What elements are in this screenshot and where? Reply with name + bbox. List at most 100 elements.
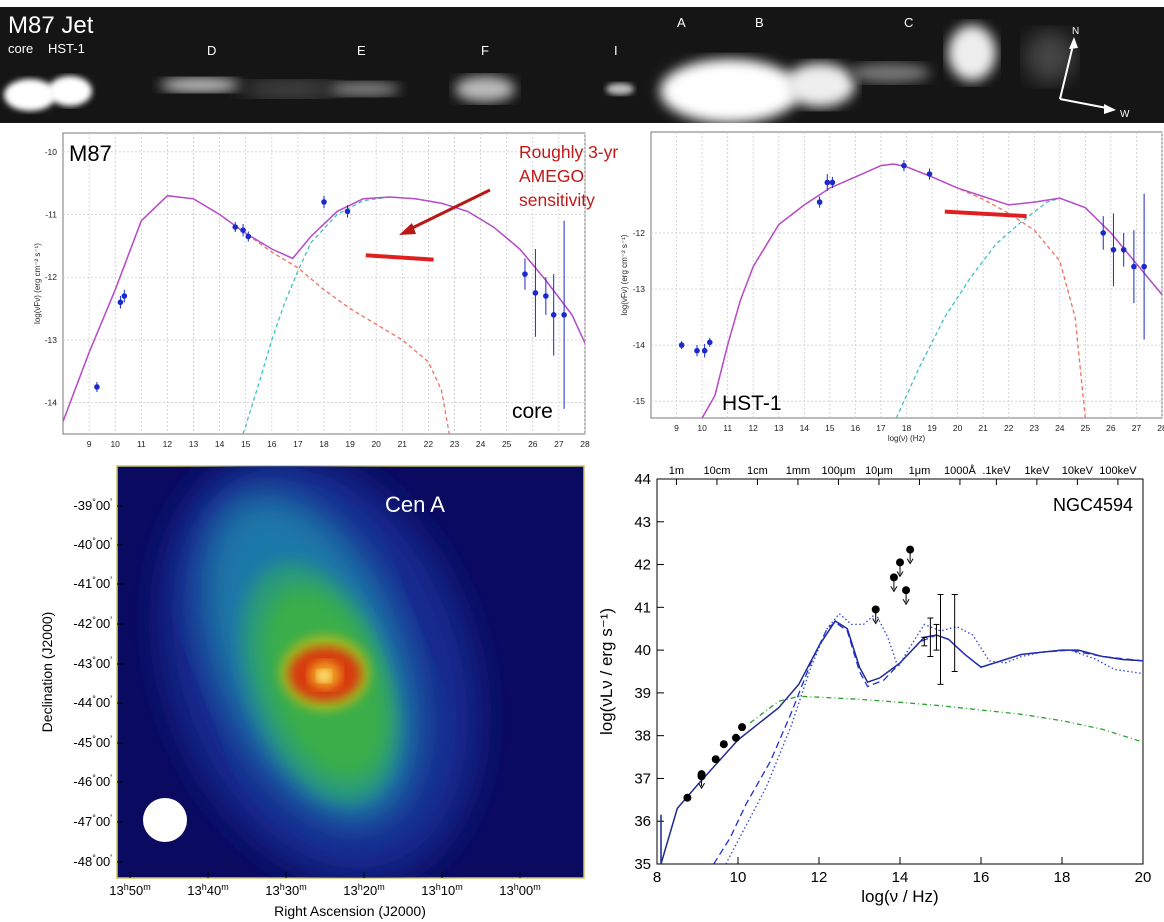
- x-tick-label: 25: [1081, 423, 1091, 433]
- x-tick-part: m: [299, 882, 307, 892]
- x-tick-label: 14: [892, 869, 909, 886]
- y-tick-label: 37: [634, 770, 651, 787]
- top-axis-label: .1keV: [982, 465, 1011, 477]
- y-tick-label: 35: [634, 856, 651, 873]
- compass-n: N: [1072, 26, 1079, 37]
- panel-corner-label: core: [512, 400, 553, 423]
- x-tick-label: 13: [189, 439, 199, 449]
- y-tick-label: -11: [45, 210, 57, 220]
- x-tick-part: m: [533, 882, 541, 892]
- plot-frame: [650, 131, 1163, 419]
- top-axis-label: 10μm: [865, 465, 893, 477]
- m87-core-sed-chart: 9 10 11 12 13 14 15 16 17 18 19 20 21 22 23 24 25 26 27 28 -…: [33, 132, 590, 449]
- total-model-line: [63, 194, 585, 422]
- x-tick-part: m: [143, 882, 151, 892]
- x-tick-label: 27: [554, 439, 564, 449]
- upper-limit-point: [697, 770, 706, 779]
- y-tick-arcmin-sign: ': [110, 497, 112, 507]
- y-tick-degree-sign: °: [92, 615, 96, 625]
- y-tick-degree-sign: °: [92, 536, 96, 546]
- y-tick-degree-sign: °: [92, 694, 96, 704]
- y-tick-degree-sign: °: [92, 575, 96, 585]
- y-tick-label: -45°00': [73, 734, 112, 750]
- y-tick-label: 36: [634, 813, 651, 830]
- x-tick-label: 13h50m: [109, 882, 150, 898]
- x-tick-label: 10: [730, 869, 747, 886]
- plot-area: [678, 160, 1162, 418]
- x-tick-label: 21: [978, 423, 988, 433]
- x-tick-label: 26: [528, 439, 538, 449]
- data-point: [532, 290, 539, 296]
- y-tick-label: -15: [633, 396, 646, 406]
- x-tick-part: m: [221, 882, 229, 892]
- y-tick-arcmin-sign: ': [110, 853, 112, 863]
- y-tick-label: -12: [45, 272, 58, 282]
- data-point: [117, 299, 124, 306]
- y-tick-arcmin-sign: ': [110, 694, 112, 704]
- compass-rose: [1059, 37, 1116, 114]
- x-tick-label: 18: [1054, 869, 1071, 886]
- amego-sensitivity-bar: [944, 209, 1027, 219]
- top-axis-label: 100μm: [822, 465, 856, 477]
- x-tick-part: 20: [363, 883, 377, 898]
- data-point: [719, 740, 728, 749]
- y-tick-degree-sign: °: [92, 734, 96, 744]
- data-point: [706, 339, 713, 346]
- plot-area: [660, 545, 1143, 864]
- x-tick-label: 10: [697, 423, 707, 433]
- x-tick-label: 23: [1030, 423, 1040, 433]
- upper-limit-arrowhead: [872, 618, 880, 625]
- y-tick-label: -47°00': [73, 813, 112, 829]
- x-tick-part: h: [280, 882, 285, 892]
- x-tick-part: 10: [441, 883, 455, 898]
- x-tick-label: 10: [110, 439, 120, 449]
- x-tick-label: 25: [502, 439, 512, 449]
- upper-limit-arrowhead: [698, 782, 705, 790]
- y-tick-label: 39: [634, 685, 651, 702]
- y-tick-degrees: -45: [73, 735, 92, 750]
- upper-limit-arrowhead: [890, 586, 898, 593]
- y-tick-degrees: -43: [73, 656, 92, 671]
- data-point: [543, 293, 549, 299]
- synchrotron-model-line: [701, 163, 1086, 418]
- total-model-blue-overlay: [660, 620, 1143, 864]
- top-axis-label: 10keV: [1062, 465, 1094, 477]
- jet-blobs: [4, 25, 1075, 123]
- plot-frame: [62, 132, 586, 435]
- jet-label-c: C: [904, 15, 913, 30]
- y-tick-label: -14: [633, 340, 646, 350]
- amego-annotation-line1: Roughly 3-yr: [519, 142, 619, 162]
- x-tick-part: 30: [285, 883, 299, 898]
- y-tick-degrees: -46: [73, 774, 92, 789]
- plot-frame: [656, 478, 1144, 865]
- jet-label-core: core: [8, 41, 33, 56]
- x-tick-label: 14: [215, 439, 225, 449]
- data-point: [678, 342, 685, 348]
- y-tick-degrees: -42: [73, 616, 92, 631]
- data-point: [321, 199, 327, 205]
- y-tick-arcmin-sign: ': [110, 773, 112, 783]
- y-tick-label: -43°00': [73, 655, 112, 671]
- x-tick-label: 11: [137, 439, 146, 449]
- data-point: [1120, 246, 1127, 253]
- y-tick-label: -48°00': [73, 853, 112, 869]
- x-tick-part: m: [455, 882, 463, 892]
- compass-w: W: [1120, 109, 1130, 120]
- y-tick-arcmin: 00: [96, 616, 110, 631]
- x-tick-part: h: [202, 882, 207, 892]
- y-tick-degrees: -47: [73, 814, 92, 829]
- jet-label-f: F: [481, 43, 489, 58]
- y-tick-label: -40°00': [73, 536, 112, 552]
- y-tick-label: 42: [634, 557, 651, 574]
- y-tick-arcmin: 00: [96, 735, 110, 750]
- x-tick-label: 22: [1004, 423, 1014, 433]
- top-axis-label: 1m: [669, 465, 684, 477]
- y-axis-label: log(νLν / erg s⁻¹): [600, 608, 616, 735]
- x-tick-part: 13: [109, 883, 123, 898]
- y-tick-label: 41: [634, 599, 651, 616]
- data-point: [1131, 263, 1137, 270]
- x-tick-label: 14: [800, 423, 810, 433]
- data-point: [701, 347, 708, 354]
- data-point: [232, 224, 239, 230]
- x-tick-label: 15: [825, 423, 835, 433]
